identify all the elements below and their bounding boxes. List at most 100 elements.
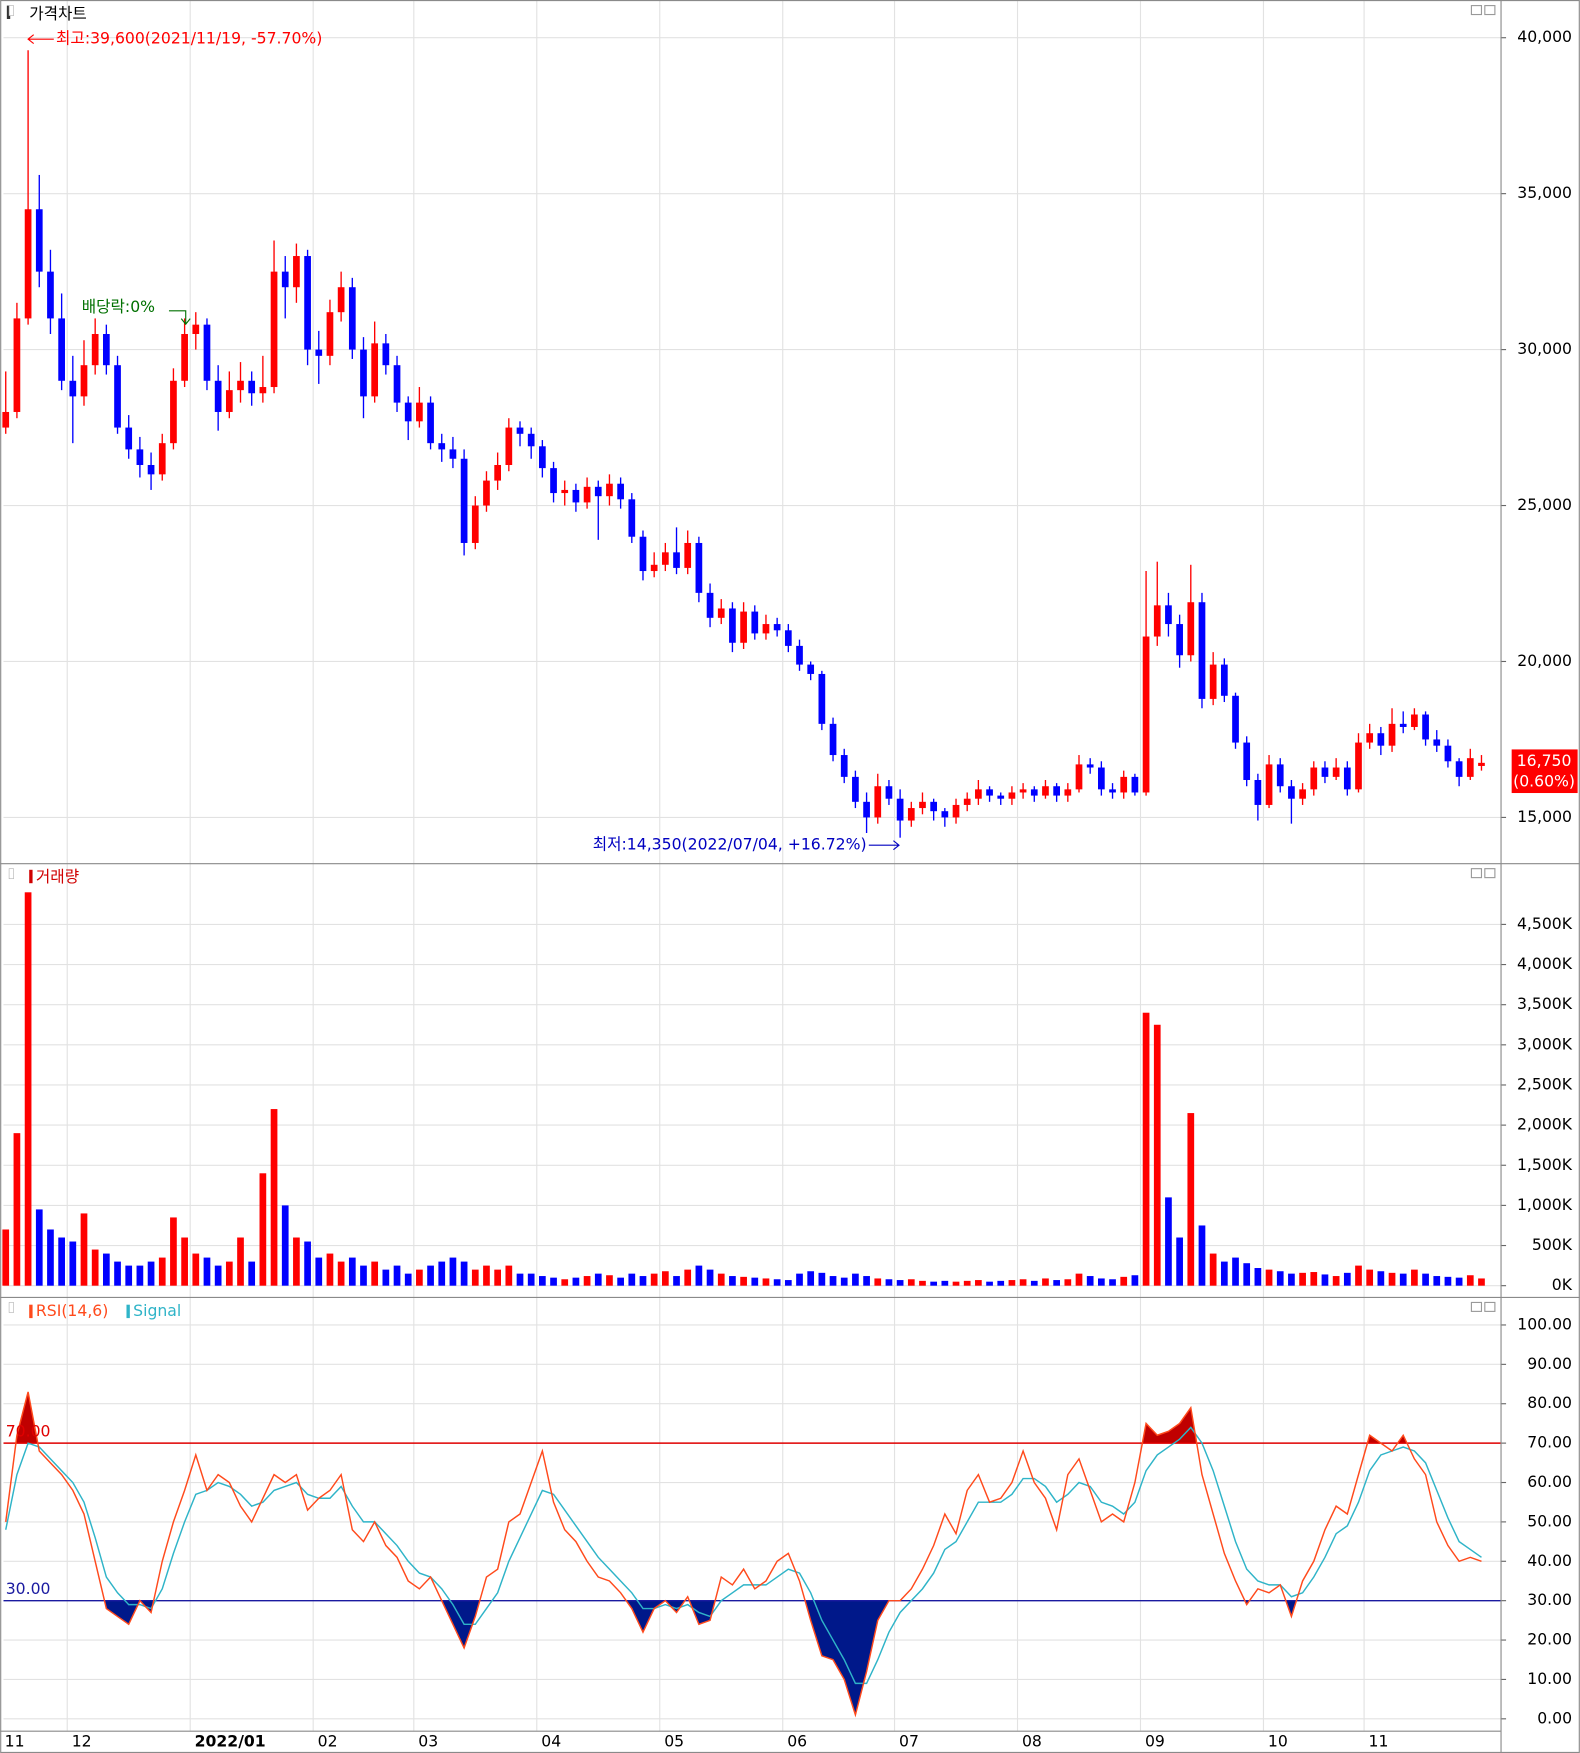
- candle-body: [102, 334, 110, 366]
- volume-bar: [1377, 1271, 1385, 1286]
- candle-body: [807, 664, 815, 674]
- volume-bar: [1288, 1273, 1295, 1286]
- candle-body: [706, 592, 714, 618]
- minimize-button[interactable]: [1470, 1301, 1483, 1312]
- candle-body: [784, 630, 792, 646]
- candle-body: [818, 673, 826, 724]
- candle-body: [1086, 764, 1094, 768]
- x-tick-label: 10: [1268, 1731, 1288, 1750]
- candle-body: [1265, 764, 1273, 805]
- volume-bar: [326, 1253, 334, 1286]
- y-tick-label: 80.00: [1527, 1393, 1572, 1412]
- candle-body: [583, 486, 591, 503]
- candle-body: [907, 808, 915, 821]
- candle-body: [326, 312, 334, 356]
- candle-body: [494, 464, 502, 481]
- volume-bar: [1165, 1197, 1172, 1286]
- volume-bar: [673, 1276, 680, 1286]
- y-tick-label: 30.00: [1527, 1590, 1572, 1609]
- candle-body: [114, 365, 121, 428]
- candle-body: [181, 334, 188, 381]
- volume-bar: [751, 1277, 759, 1286]
- candle-body: [1053, 786, 1060, 796]
- candle-body: [147, 464, 155, 475]
- candle-body: [13, 318, 21, 412]
- volume-bar: [583, 1276, 591, 1286]
- volume-bar: [997, 1280, 1005, 1286]
- candle-body: [874, 786, 882, 818]
- candle-body: [1209, 664, 1217, 699]
- candle-body: [885, 786, 893, 799]
- minimize-button[interactable]: [1470, 868, 1483, 879]
- volume-bar: [304, 1241, 311, 1286]
- candle-body: [561, 489, 569, 494]
- candle-body: [539, 446, 546, 469]
- title-marker: [6, 5, 11, 20]
- candle-body: [762, 624, 770, 634]
- volume-bar: [416, 1269, 423, 1286]
- y-tick-label: 1,000K: [1517, 1195, 1573, 1214]
- candle-body: [427, 402, 434, 444]
- candle-body: [717, 608, 725, 618]
- volume-bar: [1355, 1265, 1362, 1286]
- candle-body: [740, 611, 747, 643]
- volume-bar: [181, 1237, 188, 1286]
- candle-body: [237, 380, 244, 391]
- candle-body: [416, 402, 423, 422]
- candle-body: [639, 536, 647, 572]
- x-tick-label: 12: [72, 1731, 92, 1750]
- candle-body: [919, 801, 926, 809]
- volume-bar: [1254, 1268, 1262, 1286]
- candle-body: [1466, 758, 1474, 777]
- x-tick-label: 04: [541, 1731, 561, 1750]
- volume-bar: [58, 1237, 65, 1286]
- volume-bar: [1187, 1113, 1195, 1286]
- candle-body: [617, 483, 624, 500]
- volume-bar: [628, 1273, 636, 1286]
- candle-body: [505, 427, 513, 465]
- close-button[interactable]: [1484, 1301, 1496, 1312]
- candle-body: [930, 801, 938, 812]
- volume-bar: [1209, 1253, 1217, 1286]
- volume-bar: [1444, 1276, 1452, 1286]
- candle-body: [1332, 767, 1340, 777]
- volume-bar: [460, 1261, 468, 1286]
- candle-body: [24, 209, 32, 319]
- volume-bar: [35, 1209, 43, 1286]
- close-button[interactable]: [1484, 868, 1496, 879]
- candle-body: [1288, 786, 1295, 799]
- volume-bar: [91, 1249, 99, 1286]
- candle-body: [192, 324, 200, 335]
- volume-bar: [1220, 1261, 1228, 1286]
- volume-bar: [1176, 1237, 1183, 1286]
- candle-body: [404, 402, 412, 422]
- annotation-arrow: [868, 840, 900, 851]
- volume-bar: [1299, 1272, 1306, 1286]
- candle-body: [35, 209, 43, 272]
- y-tick-label: 100.00: [1517, 1314, 1572, 1333]
- volume-bar: [371, 1261, 379, 1286]
- candle-body: [1388, 723, 1396, 746]
- volume-bar: [963, 1280, 971, 1286]
- volume-bar: [1433, 1276, 1441, 1286]
- volume-bar: [69, 1241, 77, 1286]
- y-tick-label: 3,000K: [1517, 1034, 1573, 1053]
- y-tick-label: 0K: [1552, 1275, 1573, 1294]
- volume-bar: [695, 1265, 703, 1286]
- minimize-button[interactable]: [1470, 5, 1483, 16]
- line-series: [5, 1391, 1482, 1718]
- volume-bar: [1019, 1279, 1027, 1286]
- y-tick-label: 35,000: [1517, 183, 1572, 202]
- close-button[interactable]: [1484, 5, 1496, 16]
- volume-bar: [829, 1276, 837, 1286]
- volume-bar: [1399, 1273, 1407, 1286]
- panel-buttons[interactable]: [1470, 5, 1496, 1312]
- candle-body: [840, 755, 848, 777]
- volume-bar: [617, 1277, 624, 1286]
- volume-bar: [729, 1276, 736, 1286]
- annotation: 배당락:0%: [82, 297, 155, 316]
- candle-body: [751, 611, 759, 634]
- candle-body: [371, 343, 379, 397]
